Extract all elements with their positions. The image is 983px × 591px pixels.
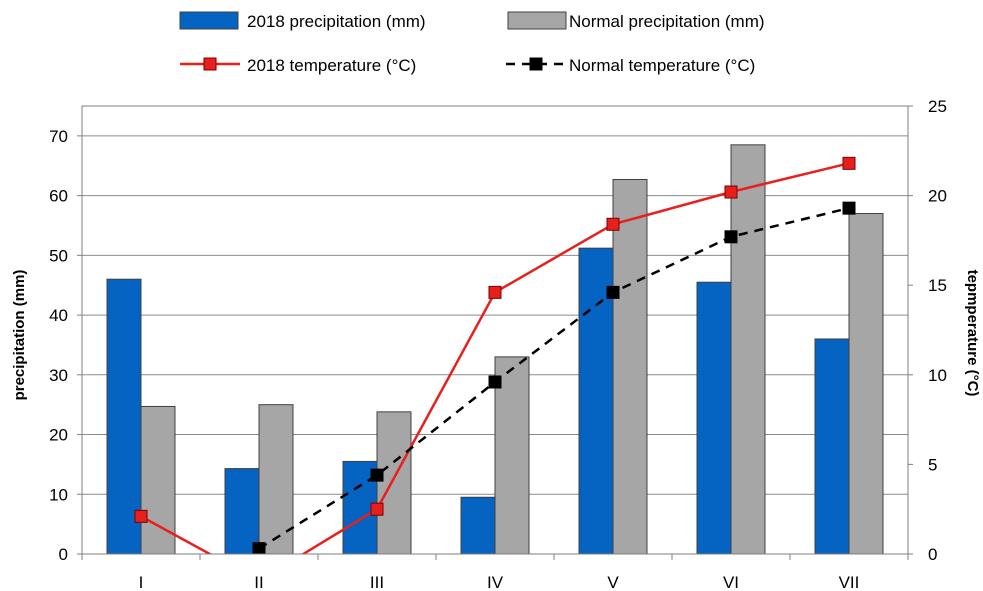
bar-normal-precipitation (494, 356, 530, 555)
x-tick-label: III (370, 573, 384, 591)
legend-label-2018-precipitation: 2018 precipitation (mm) (247, 12, 426, 31)
lines (134, 156, 856, 554)
marker-2018-temperature (370, 502, 384, 516)
marker-2018-temperature (606, 217, 620, 231)
left-tick-label: 30 (49, 366, 68, 385)
bar-normal-precipitation (848, 213, 884, 555)
marker-normal-temperature (252, 542, 266, 554)
marker-normal-temperature (488, 375, 502, 389)
bar-normal-precipitation (612, 178, 648, 555)
bar-2018-precipitation (696, 281, 732, 555)
right-tick-label: 15 (928, 276, 947, 295)
x-tick-label: II (254, 573, 263, 591)
bar-normal-precipitation (258, 404, 294, 555)
legend-swatch-normal-precipitation (507, 11, 567, 30)
left-tick-label: 20 (49, 426, 68, 445)
left-tick-label: 60 (49, 187, 68, 206)
bar-normal-precipitation (730, 144, 766, 555)
right-tick-label: 25 (928, 97, 947, 116)
bar-normal-precipitation (140, 405, 176, 555)
legend-label-2018-temperature: 2018 temperature (°C) (247, 56, 416, 75)
bar-2018-precipitation (224, 468, 260, 555)
x-tick-label: I (139, 573, 144, 591)
marker-2018-temperature (134, 509, 148, 523)
right-tick-label: 20 (928, 187, 947, 206)
marker-normal-temperature (724, 230, 738, 244)
x-tick-label: V (607, 573, 619, 591)
legend-marker-2018-temperature (203, 57, 217, 71)
right-tick-label: 5 (928, 455, 937, 474)
marker-normal-temperature (370, 468, 384, 482)
left-tick-label: 40 (49, 306, 68, 325)
x-tick-label: IV (487, 573, 504, 591)
bars (106, 144, 884, 555)
right-tick-label: 0 (928, 545, 937, 564)
legend: 2018 precipitation (mm) Normal precipitat… (179, 11, 765, 75)
marker-normal-temperature (606, 285, 620, 299)
right-tick-label: 10 (928, 366, 947, 385)
legend-swatch-2018-precipitation (179, 11, 239, 30)
legend-label-normal-temperature: Normal temperature (°C) (569, 56, 755, 75)
marker-normal-temperature (842, 201, 856, 215)
marker-2018-temperature (842, 156, 856, 170)
x-tick-label: VI (723, 573, 739, 591)
bar-normal-precipitation (376, 411, 412, 555)
legend-marker-normal-temperature (529, 57, 543, 71)
legend-label-normal-precipitation: Normal precipitation (mm) (569, 12, 765, 31)
plot-area-frame (81, 105, 909, 555)
left-axis-title: precipitation (mm) (11, 270, 28, 401)
left-tick-label: 10 (49, 485, 68, 504)
left-tick-label: 70 (49, 127, 68, 146)
left-tick-label: 0 (59, 545, 68, 564)
right-axis-title: tepmperature (°C) (964, 270, 981, 397)
bar-2018-precipitation (460, 496, 496, 555)
line-normal-temperature (258, 206, 850, 550)
marker-2018-temperature (488, 285, 502, 299)
bar-2018-precipitation (578, 247, 614, 555)
marker-2018-temperature (724, 185, 738, 199)
bar-2018-precipitation (814, 338, 850, 555)
left-tick-label: 50 (49, 246, 68, 265)
x-tick-label: VII (839, 573, 860, 591)
